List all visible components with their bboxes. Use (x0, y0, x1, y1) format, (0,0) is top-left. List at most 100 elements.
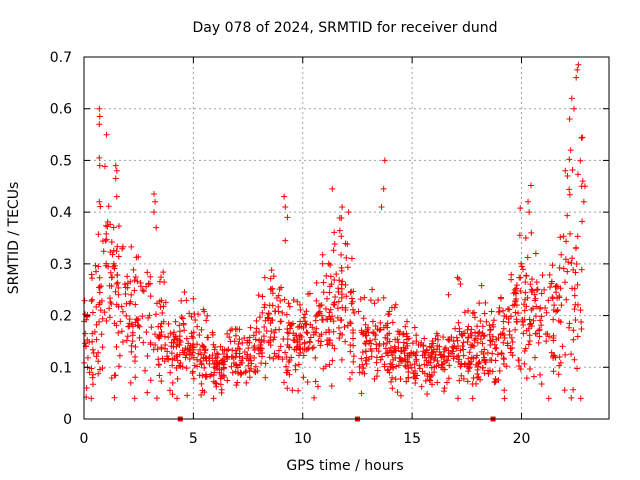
data-point (118, 303, 125, 310)
data-point (336, 277, 343, 284)
y-tick-label: 0.7 (50, 50, 72, 66)
data-point (475, 373, 482, 380)
data-point (481, 333, 488, 340)
data-point (543, 309, 550, 316)
data-point (461, 330, 468, 337)
data-point (477, 318, 484, 325)
data-point (550, 337, 557, 344)
data-point (333, 271, 340, 278)
data-point (281, 193, 288, 200)
data-point (520, 330, 527, 337)
data-point (185, 347, 192, 354)
data-point (162, 299, 169, 306)
data-point (201, 364, 208, 371)
data-point (260, 333, 267, 340)
data-point (554, 283, 561, 290)
data-point (391, 304, 398, 311)
x-tick-label: 0 (80, 431, 89, 447)
data-point (282, 237, 289, 244)
data-point (229, 369, 236, 376)
data-point (539, 272, 546, 279)
data-point (374, 367, 381, 374)
data-point (326, 289, 333, 296)
data-point (284, 385, 291, 392)
data-point (131, 287, 138, 294)
data-point (234, 379, 241, 386)
data-point (239, 355, 246, 362)
data-point (450, 345, 457, 352)
data-point (196, 331, 203, 338)
data-point (558, 302, 565, 309)
data-point (566, 320, 573, 327)
data-point (361, 294, 368, 301)
data-point (173, 365, 180, 372)
data-point (197, 346, 204, 353)
data-point (460, 346, 467, 353)
data-point (504, 342, 511, 349)
data-point (349, 298, 356, 305)
data-point (453, 334, 460, 341)
data-point (557, 285, 564, 292)
data-point (331, 240, 338, 247)
data-point (261, 274, 268, 281)
data-point (369, 286, 376, 293)
data-point (562, 256, 569, 263)
data-point (518, 263, 525, 270)
data-point (296, 345, 303, 352)
data-point (396, 354, 403, 361)
data-point (534, 286, 541, 293)
data-point (459, 342, 466, 349)
data-point (180, 321, 187, 328)
data-point (412, 368, 419, 375)
data-point (371, 300, 378, 307)
data-point (329, 342, 336, 349)
data-point (93, 336, 100, 343)
data-point (527, 281, 534, 288)
data-point (513, 285, 520, 292)
data-point (410, 374, 417, 381)
data-point (318, 312, 325, 319)
data-point (476, 300, 483, 307)
data-point (481, 357, 488, 364)
data-point (281, 296, 288, 303)
data-point (345, 209, 352, 216)
data-point (392, 301, 399, 308)
data-point (493, 344, 500, 351)
data-point (338, 356, 345, 363)
data-point (275, 347, 282, 354)
data-point (129, 332, 136, 339)
data-point (195, 311, 202, 318)
data-point (525, 198, 532, 205)
data-point (561, 387, 568, 394)
data-point (251, 354, 258, 361)
data-point (526, 332, 533, 339)
data-point (174, 341, 181, 348)
data-point (285, 330, 292, 337)
data-point (362, 357, 369, 364)
data-point (313, 297, 320, 304)
data-point (198, 391, 205, 398)
data-point (509, 352, 516, 359)
data-point (397, 392, 404, 399)
data-point (95, 263, 102, 270)
data-point (144, 269, 151, 276)
data-point (283, 369, 290, 376)
data-point (379, 353, 386, 360)
data-point (160, 303, 167, 310)
data-point (380, 185, 387, 192)
data-point (407, 362, 414, 369)
data-point (455, 319, 462, 326)
data-point (546, 284, 553, 291)
data-point (169, 379, 176, 386)
data-point (460, 375, 467, 382)
data-point (195, 350, 202, 357)
data-point (103, 317, 110, 324)
data-point (477, 335, 484, 342)
data-point (573, 244, 580, 251)
data-point (484, 349, 491, 356)
data-point (292, 332, 299, 339)
data-point (403, 378, 410, 385)
data-point (267, 337, 274, 344)
data-point (568, 394, 575, 401)
